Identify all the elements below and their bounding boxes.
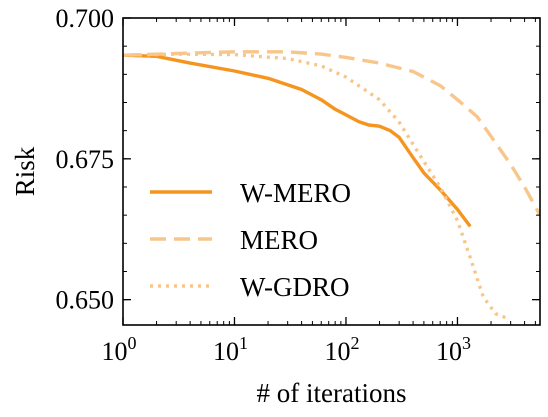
y-axis-label: Risk <box>10 146 40 196</box>
x-tick-label: 102 <box>324 333 359 366</box>
legend: W-MERO MERO W-GDRO <box>150 178 351 302</box>
series-line-w-mero <box>123 53 472 228</box>
plot-frame <box>122 17 541 326</box>
series-layer <box>123 50 540 320</box>
series-line-mero <box>123 50 540 217</box>
y-tick-label: 0.650 <box>56 286 115 315</box>
ticks-layer: 100 101 102 103 0.650 0.675 0.700 <box>56 4 540 366</box>
y-tick-label: 0.700 <box>56 4 115 33</box>
series-line-w-gdro <box>123 52 507 320</box>
legend-label-mero: MERO <box>240 225 318 255</box>
x-axis-label: # of iterations <box>257 378 407 408</box>
y-tick-label: 0.675 <box>56 145 115 174</box>
legend-label-w-gdro: W-GDRO <box>240 272 350 302</box>
x-tick-label: 100 <box>102 333 137 366</box>
legend-label-w-mero: W-MERO <box>240 178 351 208</box>
x-tick-label: 103 <box>436 333 471 366</box>
x-tick-label: 101 <box>213 333 248 366</box>
